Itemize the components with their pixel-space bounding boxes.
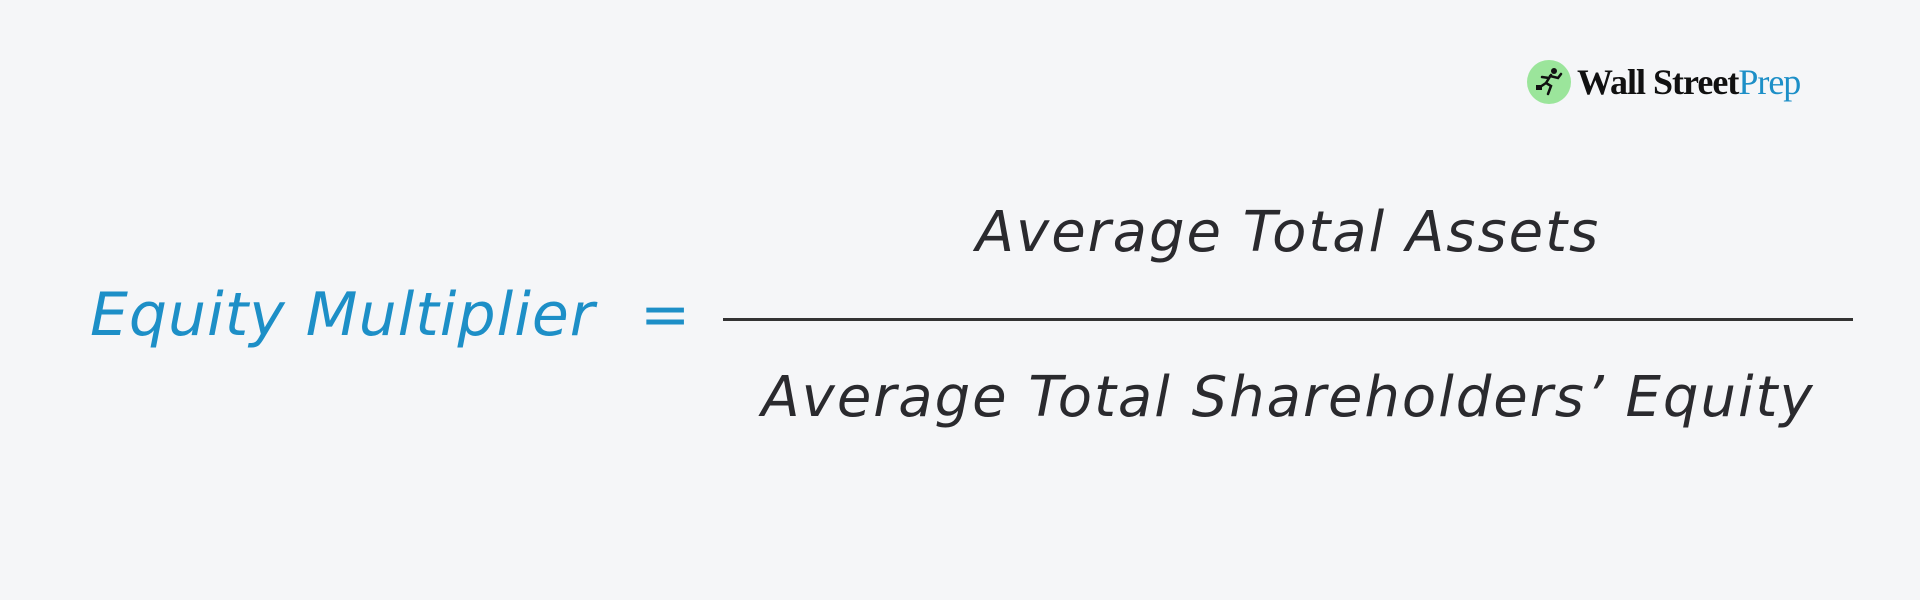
brand-name-dark: Wall Street	[1577, 62, 1739, 102]
formula-denominator: Average Total Shareholders’ Equity	[761, 365, 1815, 430]
equals-sign: =	[640, 280, 691, 350]
formula-numerator: Average Total Assets	[975, 200, 1601, 265]
brand-logo: Wall StreetPrep	[1527, 60, 1801, 104]
fraction-bar	[723, 318, 1853, 321]
formula-label: Equity Multiplier	[90, 280, 596, 350]
brand-name-blue: Prep	[1738, 62, 1801, 102]
brand-name: Wall StreetPrep	[1577, 61, 1801, 103]
running-figure-icon	[1527, 60, 1571, 104]
